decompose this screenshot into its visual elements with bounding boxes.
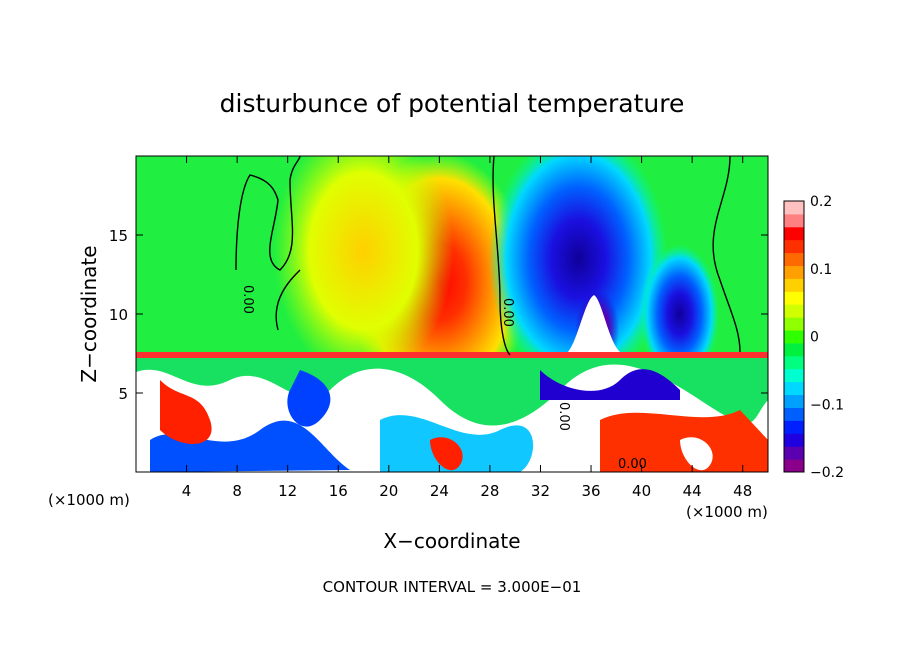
colorbar-swatch	[784, 355, 804, 370]
colorbar-swatch	[784, 226, 804, 241]
chart-title: disturbunce of potential temperature	[220, 89, 685, 118]
field-feature-cold	[639, 244, 720, 384]
colorbar-swatch	[784, 252, 804, 267]
contour-label: 0.00	[618, 457, 647, 472]
x-tick-label: 32	[531, 482, 550, 500]
field-feature-warm	[273, 156, 454, 381]
colorbar-frame	[783, 200, 805, 473]
x-tick-label: 4	[182, 482, 192, 500]
colorbar-swatch	[784, 420, 804, 434]
field-feature-plume	[568, 295, 620, 352]
contour-labels: 0.00 0.00 0.00 0.00	[240, 285, 647, 472]
colorbar-swatch	[784, 342, 804, 357]
heatmap-field	[273, 156, 720, 413]
colorbar-tick-label: 0	[810, 330, 819, 346]
y-tick-label: 15	[109, 227, 128, 245]
y-axis-label: Z−coordinate	[77, 245, 101, 382]
contour-label: 0.00	[240, 285, 255, 314]
colorbar-swatch	[784, 407, 804, 421]
contour-label: 0.00	[500, 298, 515, 327]
x-tick-label: 20	[379, 482, 398, 500]
colorbar-swatch	[784, 446, 804, 460]
contour-lines	[235, 156, 741, 356]
x-tick-label: 8	[232, 482, 242, 500]
x-tick-label: 28	[480, 482, 499, 500]
colorbar-swatch	[784, 394, 804, 408]
x-tick-label: 24	[430, 482, 449, 500]
plot-area: 0.00 0.00 0.00 0.00	[136, 156, 768, 472]
colorbar-tick-label: −0.1	[810, 397, 844, 413]
turbulent-layer	[136, 352, 768, 472]
colorbar-swatch	[784, 265, 804, 279]
colorbar-swatch	[784, 278, 804, 292]
y-axis: 5 10 15	[109, 227, 768, 403]
x-axis-label: X−coordinate	[383, 529, 520, 553]
colorbar-swatch	[784, 304, 804, 318]
colorbar-swatch	[784, 213, 804, 228]
field-feature-cold	[488, 156, 669, 389]
colorbar-swatch	[784, 368, 804, 383]
contour-interval: CONTOUR INTERVAL = 3.000E−01	[323, 578, 582, 596]
colorbar-tick-label: 0.2	[810, 194, 832, 210]
colorbar-swatch	[784, 433, 804, 447]
contour-label: 0.00	[556, 402, 571, 431]
x-tick-label: 40	[632, 482, 651, 500]
colorbar-swatch	[784, 201, 804, 215]
colorbar-swatch	[784, 381, 804, 396]
y-tick-label: 10	[109, 306, 128, 324]
colorbar	[784, 201, 804, 473]
colorbar-swatch	[784, 239, 804, 254]
x-unit-right: (×1000 m)	[686, 503, 768, 521]
x-tick-label: 12	[278, 482, 297, 500]
colorbar-swatch	[784, 291, 804, 305]
x-tick-label: 48	[733, 482, 752, 500]
x-tick-label: 36	[581, 482, 600, 500]
colorbar-swatch	[784, 459, 804, 473]
y-tick-label: 5	[118, 385, 128, 403]
x-tick-label: 16	[329, 482, 348, 500]
colorbar-swatch	[784, 317, 804, 331]
colorbar-tick-label: 0.1	[810, 262, 832, 278]
x-axis: 4 8 12 16 20 24 28 32 36 40 44 48	[182, 156, 752, 500]
colorbar-ticks: 0.2 0.1 0 −0.1 −0.2	[810, 194, 844, 481]
x-unit-left: (×1000 m)	[48, 491, 130, 509]
colorbar-swatch	[784, 330, 804, 344]
x-tick-label: 44	[683, 482, 702, 500]
colorbar-tick-label: −0.2	[810, 465, 844, 481]
